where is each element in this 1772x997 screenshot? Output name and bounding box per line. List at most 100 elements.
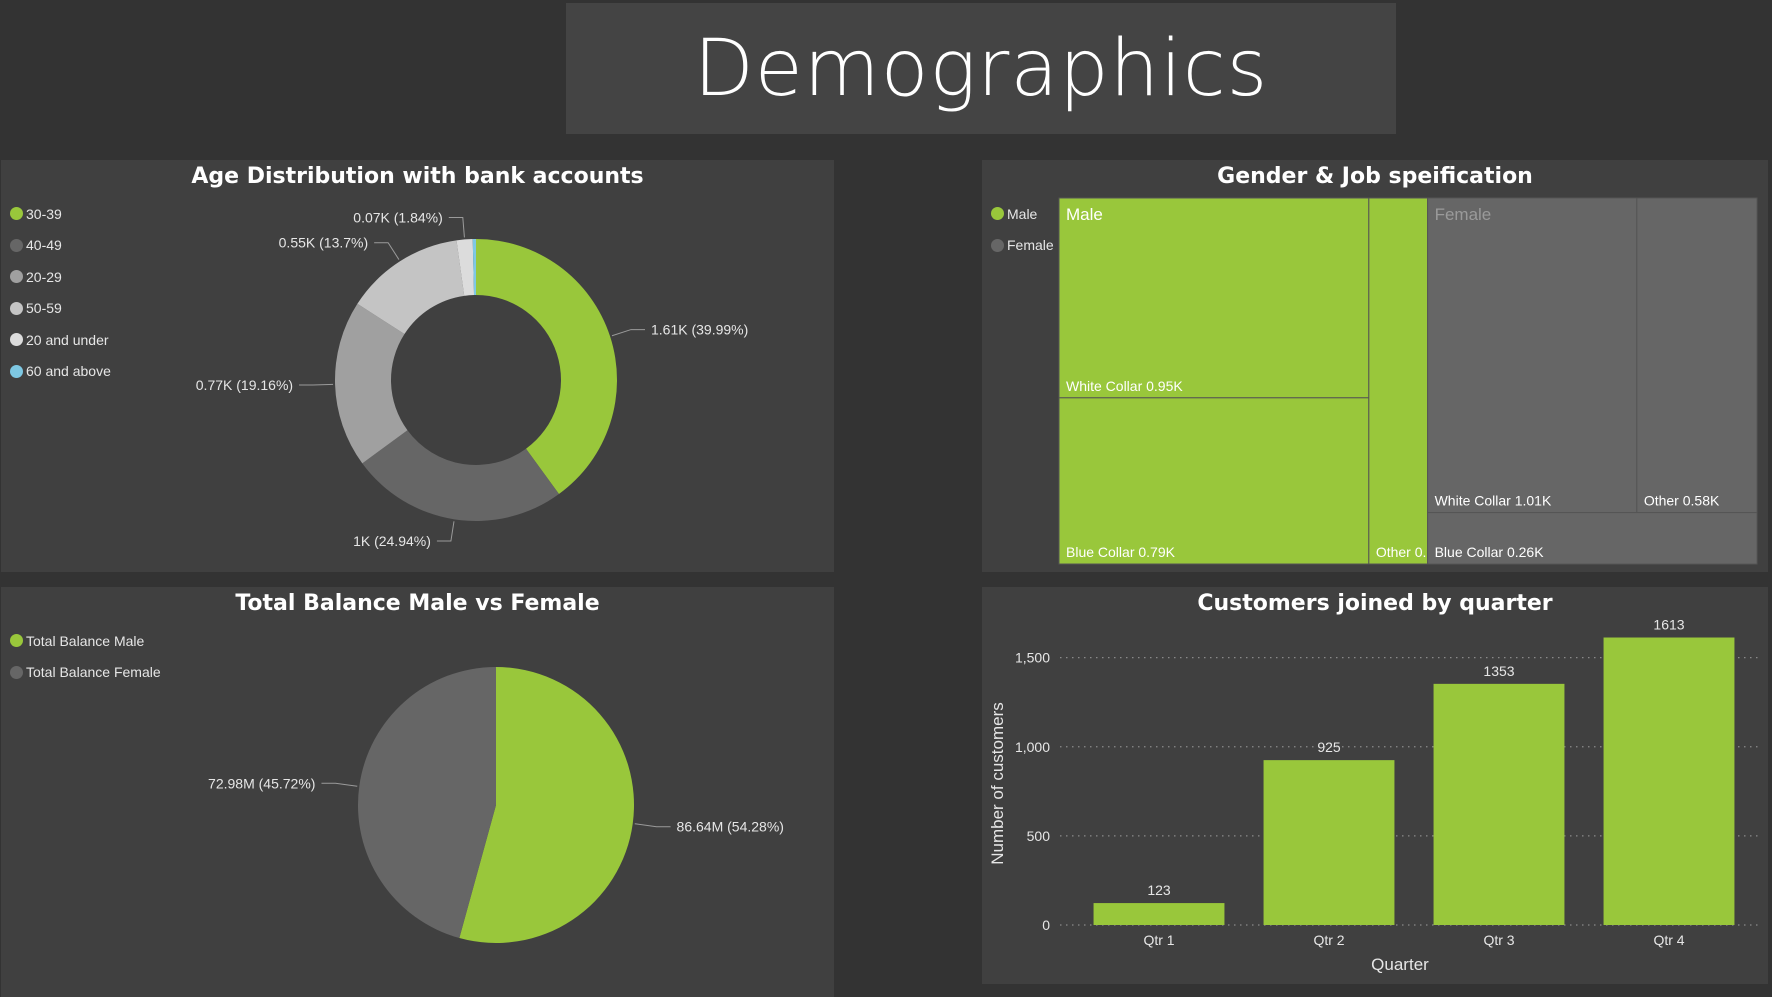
bar-y-axis-title: Number of customers [988, 702, 1007, 865]
quarter-chart-title: Customers joined by quarter [1197, 591, 1553, 616]
legend-label: Female [1007, 237, 1054, 254]
legend-dot-icon [10, 270, 23, 284]
age-slice-60-and-above[interactable] [472, 239, 476, 296]
legend-dot-icon [10, 333, 23, 347]
gender-chart-title: Gender & Job speification [1217, 164, 1533, 189]
gender-legend-item-male[interactable]: Male [991, 198, 1054, 230]
legend-dot-icon [10, 301, 23, 315]
age-slice-40-49[interactable] [362, 430, 559, 521]
bar-x-tick-label: Qtr 3 [1483, 932, 1514, 948]
legend-dot-icon [10, 364, 23, 378]
age-leader-line [611, 329, 646, 337]
age-legend-item-50-59[interactable]: 50-59 [10, 293, 111, 325]
bar-y-tick-label: 1,000 [1015, 739, 1050, 755]
age-slice-20-and-under[interactable] [456, 239, 475, 296]
age-data-label: 0.55K (13.7%) [279, 235, 369, 251]
bar-x-tick-label: Qtr 4 [1653, 932, 1684, 948]
gender-job-treemap: Male White Collar 0.95K Blue Collar 0.79K O… [1058, 197, 1758, 565]
treemap-cell-female-white-collar[interactable] [1427, 197, 1638, 514]
customers-by-quarter-panel: Customers joined by quarter 0 500 1,000 1,5… [982, 587, 1768, 984]
balance-legend-item-total-balance-female[interactable]: Total Balance Female [10, 657, 161, 689]
legend-label: 20 and under [26, 331, 109, 348]
age-slice-50-59[interactable] [357, 240, 465, 335]
legend-label: 20-29 [26, 268, 62, 285]
age-legend-item-60-and-above[interactable]: 60 and above [10, 356, 111, 388]
legend-label: Total Balance Male [26, 632, 145, 649]
balance-data-label: 86.64M (54.28%) [677, 819, 784, 835]
age-legend-item-40-49[interactable]: 40-49 [10, 230, 111, 262]
legend-dot-icon [10, 665, 23, 679]
legend-label: Male [1007, 205, 1038, 222]
balance-legend-item-total-balance-male[interactable]: Total Balance Male [10, 625, 161, 657]
treemap-cell-label: Other 0... [1376, 544, 1434, 560]
bar-y-tick-label: 500 [1027, 828, 1051, 844]
treemap-group-label-male: Male [1066, 205, 1103, 224]
treemap-cell-male-white-collar[interactable] [1058, 197, 1370, 399]
legend-dot-icon [991, 238, 1004, 252]
age-legend-item-20-and-under[interactable]: 20 and under [10, 324, 111, 356]
dashboard-title: Demographics [693, 23, 1269, 114]
legend-label: 60 and above [26, 363, 111, 380]
bar-value-label: 123 [1147, 882, 1171, 898]
age-legend: 30-39 40-49 20-29 50-59 20 and under 60 and a… [10, 198, 111, 387]
age-leader-line [374, 242, 400, 260]
bar-value-label: 1353 [1483, 663, 1514, 679]
gender-legend-item-female[interactable]: Female [991, 230, 1054, 262]
gender-legend: Male Female [991, 198, 1054, 261]
treemap-cell-male-blue-collar[interactable] [1058, 397, 1370, 565]
balance-leader-line [321, 782, 358, 787]
age-data-label: 1K (24.94%) [353, 533, 431, 549]
legend-label: 40-49 [26, 237, 62, 254]
bar-qtr-2[interactable] [1263, 760, 1395, 925]
treemap-cell-label: Blue Collar 0.26K [1435, 544, 1545, 560]
age-legend-item-30-39[interactable]: 30-39 [10, 198, 111, 230]
gender-job-panel: Gender & Job speification Male Female Mal… [982, 160, 1768, 572]
age-slice-20-29[interactable] [334, 303, 408, 464]
total-balance-panel: Total Balance Male vs Female Total Balan… [1, 587, 834, 997]
bar-qtr-3[interactable] [1433, 683, 1565, 925]
balance-pie-chart: 86.64M (54.28%) 72.98M (45.72%) [208, 667, 784, 943]
bar-qtr-4[interactable] [1603, 637, 1735, 925]
legend-dot-icon [10, 634, 23, 648]
balance-legend: Total Balance Male Total Balance Female [10, 625, 161, 688]
bar-y-tick-label: 0 [1042, 917, 1050, 933]
age-distribution-panel: Age Distribution with bank accounts 30-3… [1, 160, 834, 572]
bar-x-axis-title: Quarter [1371, 955, 1429, 974]
legend-label: 50-59 [26, 300, 62, 317]
age-chart-title: Age Distribution with bank accounts [191, 164, 644, 189]
treemap-cell-label: Blue Collar 0.79K [1066, 544, 1176, 560]
age-leader-line [299, 383, 334, 386]
balance-slice-total-balance-male[interactable] [459, 667, 635, 943]
balance-leader-line [634, 823, 671, 828]
age-leader-line [436, 521, 455, 542]
legend-label: 30-39 [26, 205, 62, 222]
treemap-group-label-female: Female [1435, 205, 1492, 224]
age-data-label: 1.61K (39.99%) [651, 322, 748, 338]
age-slice-30-39[interactable] [476, 239, 617, 495]
balance-slice-total-balance-female[interactable] [358, 667, 496, 939]
balance-data-label: 72.98M (45.72%) [208, 775, 315, 791]
age-legend-item-20-29[interactable]: 20-29 [10, 261, 111, 293]
age-leader-line [448, 217, 465, 238]
treemap-cell-female-blue-collar[interactable] [1427, 512, 1758, 565]
age-data-label: 0.07K (1.84%) [353, 210, 443, 226]
balance-chart-title: Total Balance Male vs Female [235, 591, 600, 616]
bar-qtr-1[interactable] [1093, 903, 1225, 925]
bar-y-tick-label: 1,500 [1015, 650, 1050, 666]
treemap-cell-label: White Collar 1.01K [1435, 493, 1552, 509]
treemap-cell-female-other[interactable] [1636, 197, 1758, 514]
age-donut-chart: 1.61K (39.99%) 1K (24.94%) 0.77K (19.16%) 0… [196, 210, 749, 550]
legend-dot-icon [10, 207, 23, 221]
legend-dot-icon [991, 207, 1004, 221]
treemap-cell-label: Other 0.58K [1644, 493, 1720, 509]
treemap-cell-male-other[interactable] [1368, 197, 1429, 565]
legend-dot-icon [10, 238, 23, 252]
bar-x-tick-label: Qtr 2 [1313, 932, 1344, 948]
dashboard-title-box: Demographics [566, 3, 1396, 134]
bar-value-label: 925 [1317, 739, 1341, 755]
bar-value-label: 1613 [1653, 617, 1684, 633]
quarter-bar-chart: 0 500 1,000 1,500 123 Qtr 1 925 Qtr 2 1353 Qtr 3 1… [988, 617, 1760, 974]
legend-label: Total Balance Female [26, 664, 161, 681]
treemap-cell-label: White Collar 0.95K [1066, 378, 1183, 394]
age-data-label: 0.77K (19.16%) [196, 377, 293, 393]
